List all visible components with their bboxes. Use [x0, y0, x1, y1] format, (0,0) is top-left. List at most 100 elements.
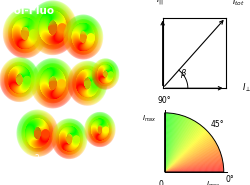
Polygon shape: [180, 119, 181, 120]
Polygon shape: [182, 161, 183, 162]
Polygon shape: [166, 171, 167, 172]
Polygon shape: [171, 157, 172, 158]
Polygon shape: [200, 170, 201, 171]
Polygon shape: [193, 154, 194, 155]
Polygon shape: [205, 142, 206, 143]
Polygon shape: [184, 120, 185, 121]
Polygon shape: [169, 166, 170, 167]
Polygon shape: [177, 145, 178, 147]
Polygon shape: [173, 155, 174, 156]
Polygon shape: [184, 142, 186, 143]
Polygon shape: [175, 136, 176, 137]
Polygon shape: [215, 165, 216, 166]
Polygon shape: [203, 146, 204, 147]
Polygon shape: [200, 136, 201, 137]
Polygon shape: [187, 150, 188, 151]
Polygon shape: [165, 133, 166, 134]
Polygon shape: [183, 154, 184, 155]
Polygon shape: [169, 163, 170, 164]
Polygon shape: [205, 158, 206, 159]
Polygon shape: [164, 171, 165, 172]
Polygon shape: [220, 161, 222, 162]
Polygon shape: [204, 156, 206, 157]
Polygon shape: [198, 129, 199, 130]
Polygon shape: [195, 122, 196, 123]
Polygon shape: [208, 146, 210, 147]
Polygon shape: [202, 151, 203, 152]
Polygon shape: [186, 146, 187, 147]
Polygon shape: [177, 162, 178, 163]
Polygon shape: [191, 158, 192, 159]
Polygon shape: [200, 151, 202, 152]
Polygon shape: [184, 133, 185, 134]
Polygon shape: [196, 122, 198, 124]
Polygon shape: [198, 169, 199, 170]
Polygon shape: [168, 158, 169, 159]
Polygon shape: [184, 168, 186, 169]
Polygon shape: [181, 115, 182, 116]
Polygon shape: [176, 168, 177, 169]
Polygon shape: [203, 131, 204, 132]
Polygon shape: [180, 169, 181, 170]
Polygon shape: [164, 171, 165, 172]
Polygon shape: [174, 157, 175, 159]
Polygon shape: [187, 142, 188, 143]
Polygon shape: [196, 142, 197, 144]
Polygon shape: [171, 146, 172, 147]
Polygon shape: [179, 145, 180, 146]
Polygon shape: [174, 164, 175, 165]
Polygon shape: [181, 168, 182, 169]
Polygon shape: [184, 130, 185, 132]
Polygon shape: [202, 140, 203, 141]
Polygon shape: [220, 158, 221, 159]
Polygon shape: [199, 140, 200, 142]
Polygon shape: [171, 163, 172, 164]
Polygon shape: [196, 126, 198, 127]
Polygon shape: [165, 138, 166, 139]
Polygon shape: [168, 165, 169, 166]
Polygon shape: [177, 147, 178, 148]
Polygon shape: [188, 147, 190, 148]
Polygon shape: [186, 127, 187, 129]
Polygon shape: [209, 141, 210, 142]
Polygon shape: [196, 134, 197, 135]
Polygon shape: [170, 150, 171, 152]
Polygon shape: [172, 161, 173, 162]
Text: $I_{\perp}$: $I_{\perp}$: [242, 82, 250, 95]
Polygon shape: [174, 133, 175, 134]
Polygon shape: [167, 166, 168, 167]
Polygon shape: [193, 132, 194, 133]
Polygon shape: [195, 153, 196, 154]
Polygon shape: [199, 150, 200, 151]
Polygon shape: [169, 113, 170, 114]
Polygon shape: [177, 128, 178, 129]
Polygon shape: [209, 167, 210, 168]
Polygon shape: [208, 153, 210, 154]
Polygon shape: [218, 160, 219, 161]
Polygon shape: [209, 163, 210, 164]
Polygon shape: [176, 154, 177, 155]
Polygon shape: [208, 133, 210, 134]
Polygon shape: [204, 132, 206, 134]
Polygon shape: [165, 120, 166, 121]
Polygon shape: [202, 169, 203, 170]
Polygon shape: [201, 171, 202, 172]
Polygon shape: [171, 166, 172, 167]
Polygon shape: [167, 164, 168, 165]
Polygon shape: [168, 152, 169, 154]
Polygon shape: [189, 142, 190, 143]
Polygon shape: [207, 161, 208, 162]
Polygon shape: [173, 135, 174, 136]
Polygon shape: [164, 171, 166, 172]
Polygon shape: [181, 156, 182, 157]
Polygon shape: [206, 157, 207, 158]
Polygon shape: [169, 142, 170, 143]
Polygon shape: [176, 152, 177, 153]
Polygon shape: [190, 138, 191, 139]
Polygon shape: [177, 151, 178, 152]
Polygon shape: [171, 136, 172, 137]
Polygon shape: [194, 131, 195, 132]
Polygon shape: [181, 135, 182, 137]
Polygon shape: [189, 128, 190, 129]
Polygon shape: [181, 154, 182, 155]
